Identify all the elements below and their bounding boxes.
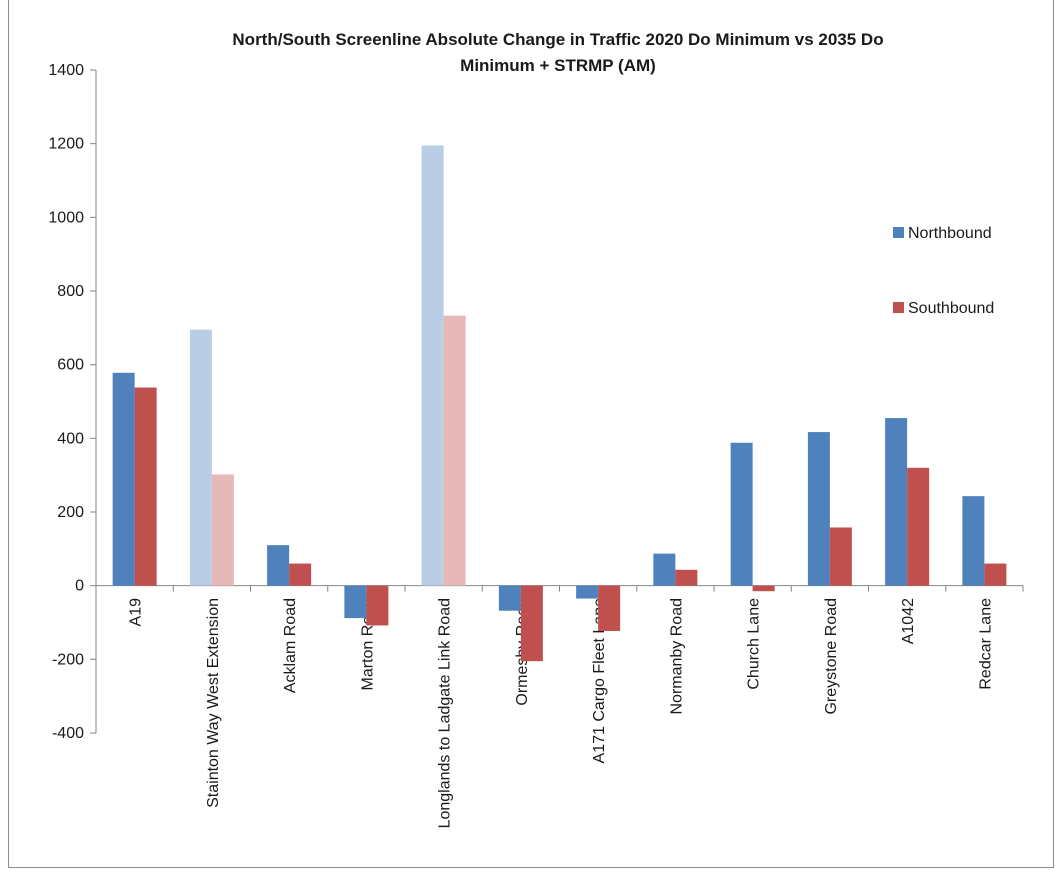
x-tick-label: A19 — [128, 598, 145, 627]
bar-southbound — [675, 569, 698, 586]
y-tick-label: 600 — [57, 357, 84, 374]
bar-northbound — [576, 585, 599, 599]
y-tick-label: 1400 — [48, 62, 84, 79]
bar-northbound — [267, 545, 290, 586]
bar-northbound — [344, 585, 367, 619]
chart-title-line-1: North/South Screenline Absolute Change i… — [232, 30, 883, 49]
bar-northbound — [807, 432, 830, 586]
y-tick-label: 400 — [57, 430, 84, 447]
legend-label-southbound: Southbound — [908, 300, 994, 317]
bar-southbound — [134, 387, 157, 586]
x-tick-label: A171 Cargo Fleet Lane — [591, 598, 608, 764]
y-tick-label: 0 — [75, 578, 84, 595]
x-tick-label: Greystone Road — [823, 598, 840, 715]
bar-southbound — [443, 315, 466, 586]
legend-swatch-southbound — [893, 302, 904, 313]
y-tick-label: 1200 — [48, 136, 84, 153]
bar-northbound — [885, 418, 908, 586]
bar-southbound — [520, 585, 543, 662]
y-tick-label: -200 — [52, 651, 84, 668]
x-tick-label: Church Lane — [746, 598, 763, 690]
legend-swatch-northbound — [893, 227, 904, 238]
y-tick-label: 1000 — [48, 209, 84, 226]
bars — [112, 145, 1007, 662]
x-tick-label: Stainton Way West Extension — [205, 598, 222, 808]
legend: Northbound Southbound — [893, 225, 994, 317]
bar-southbound — [366, 585, 389, 626]
x-tick-label: A1042 — [900, 598, 917, 644]
chart-title-line-2: Minimum + STRMP (AM) — [460, 56, 656, 75]
x-tick-label: Acklam Road — [282, 598, 299, 693]
bar-northbound — [730, 442, 753, 586]
bar-southbound — [907, 467, 930, 586]
bar-northbound — [189, 329, 212, 586]
bar-northbound — [653, 553, 676, 586]
y-tick-label: 800 — [57, 283, 84, 300]
y-tick-label: -400 — [52, 725, 84, 742]
bar-northbound — [498, 585, 521, 611]
bar-northbound — [421, 145, 444, 586]
x-tick-label: Redcar Lane — [977, 598, 994, 690]
bar-northbound — [112, 372, 135, 586]
bar-northbound — [962, 496, 985, 586]
legend-label-northbound: Northbound — [908, 225, 992, 242]
bar-southbound — [829, 527, 852, 586]
x-tick-label: Longlands to Ladgate Link Road — [437, 598, 454, 828]
bar-southbound — [598, 585, 621, 631]
bar-southbound — [984, 563, 1007, 586]
x-tick-label: Normanby Road — [668, 598, 685, 715]
bar-southbound — [752, 585, 775, 592]
chart-frame — [8, 0, 1054, 868]
bar-southbound — [289, 563, 312, 586]
bar-southbound — [211, 474, 234, 586]
y-tick-label: 200 — [57, 504, 84, 521]
